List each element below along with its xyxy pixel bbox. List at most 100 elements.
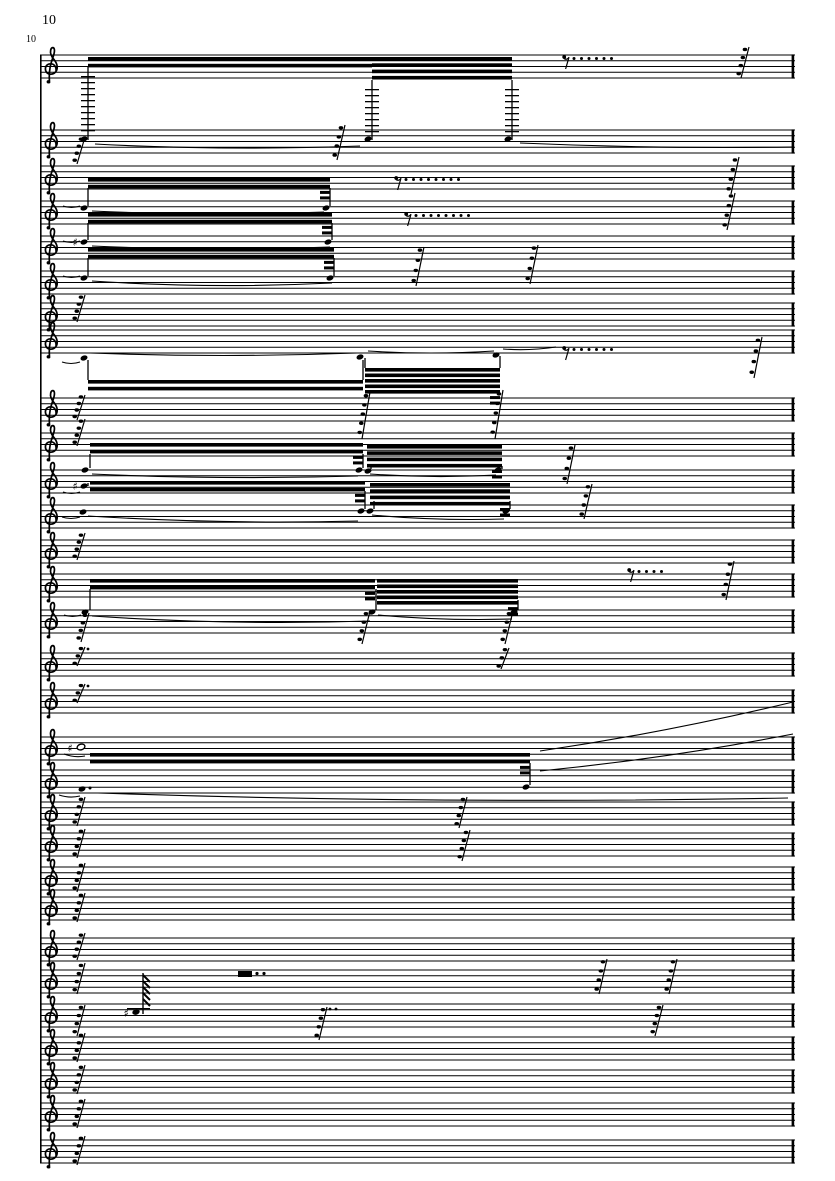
grace-run-slash [76, 892, 86, 923]
treble-clef-icon [44, 858, 59, 896]
eighth-rest-icon [394, 176, 399, 180]
grace-notehead [654, 1013, 660, 1018]
tremolo-beam [372, 75, 512, 80]
grace-notehead [579, 512, 585, 516]
barline-right [791, 896, 795, 921]
grace-notehead [72, 852, 78, 856]
grace-notehead [76, 871, 82, 875]
grace-notehead [738, 63, 744, 68]
treble-clef-icon [44, 531, 59, 569]
notehead [356, 354, 364, 360]
clef-dot [46, 1165, 50, 1169]
treble-clef-icon [44, 46, 59, 84]
notehead [326, 275, 334, 281]
tremolo-beam [90, 753, 530, 757]
clef-dot [46, 155, 50, 159]
ledger-line [81, 76, 95, 78]
grace-notehead [72, 1122, 78, 1126]
eighth-rest-icon [395, 177, 402, 191]
slur [367, 350, 495, 354]
grace-notehead [72, 886, 78, 890]
clef-dot [46, 530, 50, 534]
ledger-line [365, 113, 379, 115]
treble-clef-icon [44, 321, 59, 359]
treble-clef-icon [44, 389, 59, 427]
tremolo-beam [367, 451, 502, 455]
grace-notehead [74, 1021, 80, 1026]
barline-right [791, 866, 795, 891]
tremolo-beam [88, 219, 332, 224]
treble-clef-stroke [44, 728, 59, 766]
barline-right [791, 539, 795, 564]
grace-notehead [74, 908, 80, 913]
slur [519, 142, 793, 149]
beamlet-tick [322, 231, 332, 235]
tremolo-beam [90, 759, 530, 764]
repeat-dot [660, 570, 663, 573]
repeat-dot [437, 214, 440, 217]
treble-clef-stroke [44, 961, 59, 999]
barline-right [791, 1069, 795, 1094]
ledger-line [365, 131, 379, 133]
grace-run-slash [740, 46, 750, 79]
ledger-line [365, 107, 379, 109]
flag-icon [142, 974, 151, 983]
grace-notehead [357, 637, 363, 642]
grace-run-slash [566, 444, 576, 485]
treble-clef-stroke [44, 681, 59, 719]
grace-notehead [495, 401, 500, 406]
grace-notehead [72, 316, 78, 320]
ledger-line [81, 112, 95, 114]
treble-clef-stroke [44, 531, 59, 569]
tremolo-beam [365, 390, 500, 394]
grace-run-slash [494, 389, 504, 440]
measure-number: 10 [26, 34, 36, 45]
slur [371, 514, 505, 521]
tremolo-beam [370, 483, 510, 487]
repeat-dot [467, 214, 470, 217]
grace-notehead [78, 963, 84, 968]
notehead [80, 205, 88, 211]
treble-clef-stroke [44, 1028, 59, 1066]
treble-clef-icon [44, 961, 59, 999]
grace-notehead [74, 979, 80, 984]
ledger-line [81, 100, 95, 102]
tremolo-beam [372, 57, 512, 61]
beamlet-tick [520, 765, 530, 769]
grace-notehead [529, 256, 535, 260]
tremolo-beam [377, 579, 518, 583]
notehead [81, 609, 89, 615]
barline-right [791, 969, 795, 994]
clef-dot [46, 261, 50, 265]
grace-notehead [730, 167, 736, 172]
grace-notehead [721, 592, 727, 597]
grace-run-slash [529, 244, 539, 285]
grace-notehead [78, 893, 84, 898]
repeat-dot [255, 971, 259, 976]
notehead [322, 205, 330, 211]
clef-dot [46, 892, 50, 896]
clef-dot [46, 1062, 50, 1066]
treble-clef-icon [44, 424, 59, 462]
grace-notehead [502, 647, 508, 652]
grace-run-slash [76, 828, 86, 859]
grace-run-slash [725, 560, 735, 601]
repeat-dot [602, 57, 606, 60]
slur [62, 240, 81, 244]
ledger-line [81, 106, 95, 108]
grace-notehead [726, 187, 732, 191]
slur [91, 615, 371, 623]
flag-icon [142, 992, 151, 1001]
treble-clef-icon [44, 644, 59, 682]
grace-notehead [650, 1029, 656, 1034]
repeat-dot [580, 348, 583, 351]
tremolo-beam [365, 379, 500, 383]
notehead [355, 467, 363, 473]
treble-clef-stroke [44, 565, 59, 603]
grace-notehead [76, 636, 82, 640]
notehead [78, 786, 86, 792]
treble-clef-icon [44, 601, 59, 639]
treble-clef-icon [44, 192, 59, 230]
ledger-line [505, 125, 519, 127]
treble-clef-stroke [44, 1061, 59, 1099]
